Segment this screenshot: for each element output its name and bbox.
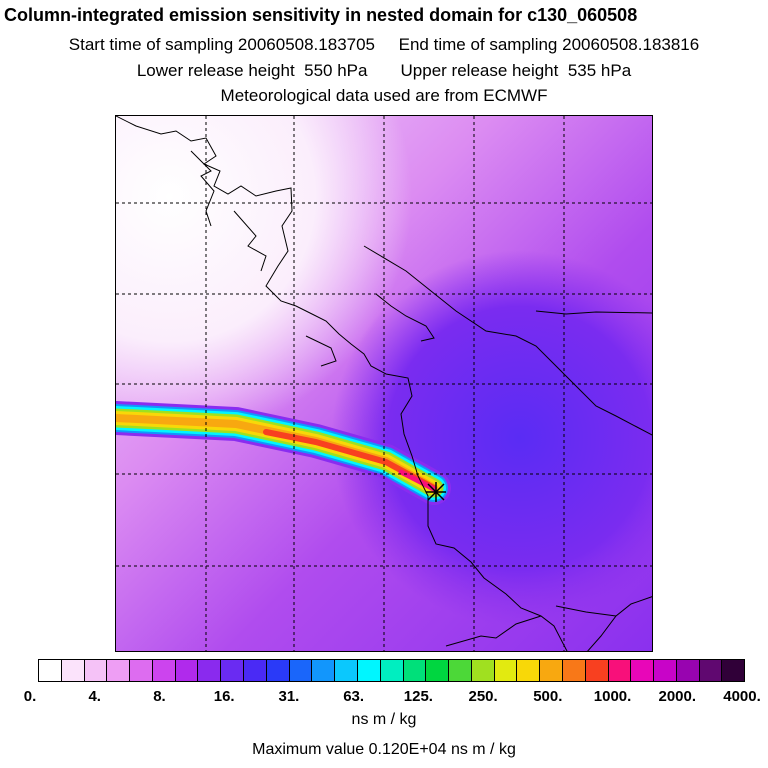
colorbar-swatch	[39, 660, 62, 681]
colorbar-tick-label: 1000.	[593, 688, 632, 705]
colorbar-swatch	[722, 660, 745, 681]
sensitivity-map	[116, 116, 652, 651]
start-time-label: Start time of sampling	[68, 35, 234, 54]
colorbar-swatch	[562, 660, 586, 681]
colorbar-swatch	[175, 660, 199, 681]
colorbar-swatch	[289, 660, 313, 681]
colorbar-swatch	[654, 660, 677, 681]
colorbar-tick-label: 250.	[468, 688, 498, 705]
colorbar-tick-label: 0.	[23, 688, 37, 705]
colorbar-swatch	[61, 660, 85, 681]
colorbar-swatch	[266, 660, 290, 681]
max-value-label: Maximum value	[252, 741, 365, 758]
release-point-marker	[426, 482, 446, 502]
colorbar-swatch	[608, 660, 632, 681]
colorbar-tick-label: 63.	[343, 688, 365, 705]
colorbar-swatch	[357, 660, 381, 681]
met-data-note: Meteorological data used are from ECMWF	[220, 86, 548, 105]
colorbar-swatch	[699, 660, 723, 681]
max-value: 0.120E+04	[368, 741, 447, 758]
colorbar-tick-label: 4.	[88, 688, 101, 705]
colorbar-swatch	[130, 660, 153, 681]
end-time-value: 20060508.183816	[562, 35, 700, 54]
colorbar-swatch	[380, 660, 404, 681]
release-heights-line: Lower release height 550 hPa Upper relea…	[0, 61, 768, 81]
end-time-label: End time of sampling	[398, 35, 558, 54]
sampling-times-line: Start time of sampling 20060508.183705 E…	[0, 35, 768, 55]
colorbar-tick-label: 16.	[213, 688, 235, 705]
colorbar-tick-label: 500.	[533, 688, 563, 705]
colorbar-tick-label: 8.	[153, 688, 166, 705]
emission-plume	[116, 401, 451, 505]
colorbar-swatch	[676, 660, 700, 681]
colorbar-units: ns m / kg	[351, 711, 417, 728]
colorbar-swatch	[312, 660, 336, 681]
colorbar-swatch	[403, 660, 427, 681]
lower-height-value: 550 hPa	[304, 61, 368, 80]
plot-title: Column-integrated emission sensitivity i…	[4, 5, 638, 25]
colorbar-swatch	[540, 660, 563, 681]
upper-height-label: Upper release height	[400, 61, 559, 80]
colorbar-swatch	[335, 660, 358, 681]
colorbar-swatch	[494, 660, 518, 681]
colorbar-tick-label: 4000.	[723, 688, 761, 705]
lower-height-label: Lower release height	[136, 61, 295, 80]
start-time-value: 20060508.183705	[237, 35, 376, 54]
colorbar-tick-label: 2000.	[658, 688, 697, 705]
coastlines	[116, 116, 652, 651]
colorbar-tick-label: 125.	[403, 688, 433, 705]
colorbar-swatch	[471, 660, 495, 681]
max-value-units: ns m / kg	[450, 741, 516, 758]
colorbar-swatch	[107, 660, 131, 681]
maximum-value-line: Maximum value 0.120E+04 ns m / kg	[0, 741, 768, 759]
colorbar-swatch	[84, 660, 108, 681]
upper-height-value: 535 hPa	[567, 61, 632, 80]
colorbar-swatch	[244, 660, 267, 681]
colorbar-swatch	[198, 660, 222, 681]
colorbar-tick-label: 31.	[278, 688, 300, 705]
colorbar-swatch	[631, 660, 655, 681]
colorbar-swatch	[426, 660, 450, 681]
colorbar-swatch	[517, 660, 541, 681]
colorbar-swatch	[152, 660, 176, 681]
color-scale-bar	[38, 659, 745, 682]
colorbar-swatch	[221, 660, 245, 681]
map-panel	[115, 115, 653, 652]
colorbar-swatch	[449, 660, 472, 681]
colorbar-swatch	[585, 660, 609, 681]
